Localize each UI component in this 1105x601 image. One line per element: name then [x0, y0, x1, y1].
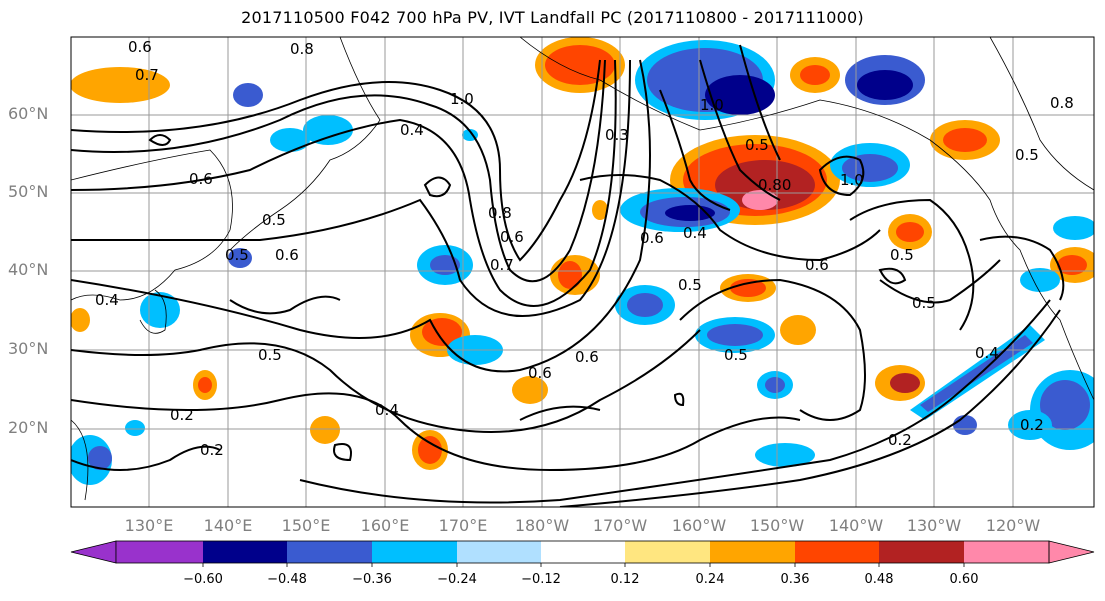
- svg-text:0.7: 0.7: [490, 256, 514, 274]
- pv-contours: [71, 44, 1065, 507]
- contour-labels: 0.6 0.8 1.0 0.6 0.5 0.6 0.4 0.5 0.4 0.2 …: [95, 38, 1074, 459]
- colorbar-tick-label: −0.60: [183, 572, 223, 587]
- svg-text:0.5: 0.5: [890, 246, 914, 264]
- lat-label: 40°N: [8, 260, 49, 279]
- colorbar: [70, 540, 1095, 567]
- svg-text:0.6: 0.6: [805, 256, 829, 274]
- svg-text:0.4: 0.4: [975, 344, 999, 362]
- colorbar-tick-label: 0.48: [864, 572, 894, 587]
- svg-text:0.2: 0.2: [1020, 416, 1044, 434]
- lon-label: 130°W: [906, 516, 962, 535]
- lon-label: 120°W: [985, 516, 1041, 535]
- colorbar-tick-label: −0.36: [352, 572, 392, 587]
- lon-label: 150°E: [281, 516, 331, 535]
- svg-text:0.5: 0.5: [258, 346, 282, 364]
- svg-text:0.5: 0.5: [912, 294, 936, 312]
- lat-label: 50°N: [8, 182, 49, 201]
- svg-text:0.5: 0.5: [745, 136, 769, 154]
- svg-text:0.5: 0.5: [724, 346, 748, 364]
- svg-text:0.6: 0.6: [575, 348, 599, 366]
- svg-text:0.5: 0.5: [1015, 146, 1039, 164]
- lon-label: 170°W: [592, 516, 648, 535]
- svg-text:0.6: 0.6: [189, 170, 213, 188]
- lon-label: 180°W: [514, 516, 570, 535]
- svg-text:1.0: 1.0: [450, 90, 474, 108]
- svg-text:0.8: 0.8: [290, 40, 314, 58]
- svg-text:0.2: 0.2: [170, 406, 194, 424]
- colorbar-tick-label: 0.12: [610, 572, 640, 587]
- svg-text:0.5: 0.5: [225, 246, 249, 264]
- svg-text:0.4: 0.4: [683, 224, 707, 242]
- svg-text:0.2: 0.2: [888, 431, 912, 449]
- svg-text:0.8: 0.8: [488, 204, 512, 222]
- map-frame: [70, 36, 1095, 508]
- svg-text:0.6: 0.6: [528, 364, 552, 382]
- colorbar-tick-label: 0.24: [695, 572, 725, 587]
- figure-title: 2017110500 F042 700 hPa PV, IVT Landfall…: [241, 8, 864, 27]
- svg-text:0.6: 0.6: [640, 229, 664, 247]
- svg-text:0.5: 0.5: [262, 211, 286, 229]
- lon-label: 170°E: [438, 516, 488, 535]
- svg-text:0.8: 0.8: [1050, 94, 1074, 112]
- svg-text:0.4: 0.4: [375, 401, 399, 419]
- colorbar-tick-label: 0.36: [780, 572, 810, 587]
- svg-text:0.5: 0.5: [678, 276, 702, 294]
- svg-text:0.3: 0.3: [605, 126, 629, 144]
- svg-text:0.4: 0.4: [400, 121, 424, 139]
- colorbar-tick-label: −0.12: [521, 572, 561, 587]
- colorbar-tick-label: −0.24: [437, 572, 477, 587]
- lon-label: 160°E: [360, 516, 410, 535]
- colorbar-tick-label: 0.60: [949, 572, 979, 587]
- lat-label: 20°N: [8, 418, 49, 437]
- lon-label: 160°W: [671, 516, 727, 535]
- colorbar-tick-label: −0.48: [267, 572, 307, 587]
- lat-label: 30°N: [8, 339, 49, 358]
- svg-text:1.0: 1.0: [840, 171, 864, 189]
- lon-label: 140°E: [203, 516, 253, 535]
- svg-text:0.2: 0.2: [200, 441, 224, 459]
- svg-text:0.80: 0.80: [758, 176, 791, 194]
- lon-label: 130°E: [124, 516, 174, 535]
- svg-text:0.6: 0.6: [128, 38, 152, 56]
- svg-text:0.6: 0.6: [275, 246, 299, 264]
- graticule: [71, 37, 1094, 507]
- lon-label: 150°W: [749, 516, 805, 535]
- svg-text:1.0: 1.0: [700, 96, 724, 114]
- lat-label: 60°N: [8, 104, 49, 123]
- lon-label: 140°W: [828, 516, 884, 535]
- svg-text:0.6: 0.6: [500, 228, 524, 246]
- svg-text:0.7: 0.7: [135, 66, 159, 84]
- map-content: 0.6 0.8 1.0 0.6 0.5 0.6 0.4 0.5 0.4 0.2 …: [71, 37, 1094, 507]
- svg-text:0.4: 0.4: [95, 291, 119, 309]
